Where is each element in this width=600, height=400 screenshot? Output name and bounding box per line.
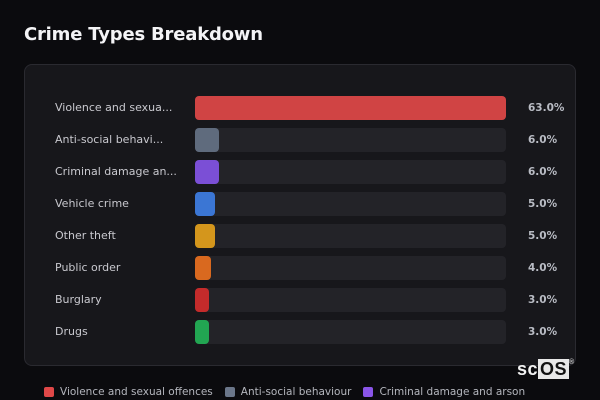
legend-swatch-icon	[363, 387, 374, 397]
bar-row: Violence and sexua... 63.0%	[25, 96, 575, 120]
bar-row: Other theft 5.0%	[25, 224, 575, 248]
watermark-sc: sc	[517, 359, 539, 379]
bar-row: Criminal damage an... 6.0%	[25, 160, 575, 184]
legend-label: Anti-social behaviour	[240, 386, 352, 398]
bar-fill[interactable]	[195, 288, 209, 312]
bar-fill[interactable]	[195, 320, 209, 344]
legend-item[interactable]: Anti-social behaviour	[224, 386, 352, 398]
bar-value: 3.0%	[528, 326, 558, 338]
page-title: Crime Types Breakdown	[24, 24, 263, 45]
bar-row: Public order 4.0%	[25, 256, 575, 280]
bar-row: Anti-social behavi... 6.0%	[25, 128, 575, 152]
bar-label: Drugs	[55, 325, 88, 338]
watermark-os: OS	[538, 359, 570, 379]
legend-swatch-icon	[44, 387, 54, 397]
legend-item[interactable]: Violence and sexual offences	[44, 386, 213, 398]
bar-label: Anti-social behavi...	[55, 133, 164, 146]
legend-label: Criminal damage and arson	[379, 386, 526, 398]
bar-track	[195, 224, 506, 248]
bar-track	[195, 256, 506, 280]
bar-track	[195, 96, 506, 120]
bar-track	[195, 160, 506, 184]
chart-card: Violence and sexua... 63.0% Anti-social be…	[24, 64, 576, 366]
bar-value: 63.0%	[528, 102, 565, 114]
bar-track	[195, 288, 506, 312]
bar-label: Vehicle crime	[55, 197, 129, 210]
bar-row: Vehicle crime 5.0%	[25, 192, 575, 216]
bar-fill[interactable]	[195, 256, 211, 280]
chart-legend: Violence and sexual offences Anti-social …	[44, 386, 537, 398]
bar-value: 4.0%	[528, 262, 558, 274]
bar-value: 5.0%	[528, 230, 558, 242]
bar-fill[interactable]	[195, 96, 506, 120]
watermark-logo: sc OS ®	[517, 359, 575, 380]
bar-label: Burglary	[55, 293, 102, 306]
bar-label: Criminal damage an...	[55, 165, 177, 178]
bar-fill[interactable]	[195, 224, 215, 248]
bar-fill[interactable]	[195, 128, 219, 152]
bar-label: Public order	[55, 261, 121, 274]
bar-label: Violence and sexua...	[55, 101, 173, 114]
bar-value: 6.0%	[528, 166, 558, 178]
bar-label: Other theft	[55, 229, 116, 242]
bar-value: 5.0%	[528, 198, 558, 210]
bar-fill[interactable]	[195, 160, 219, 184]
bar-row: Burglary 3.0%	[25, 288, 575, 312]
bar-row: Drugs 3.0%	[25, 320, 575, 344]
registered-mark: ®	[569, 359, 575, 366]
legend-swatch-icon	[224, 387, 235, 397]
bar-track	[195, 320, 506, 344]
bar-value: 3.0%	[528, 294, 558, 306]
bar-fill[interactable]	[195, 192, 215, 216]
legend-label: Violence and sexual offences	[60, 386, 213, 398]
bar-value: 6.0%	[528, 134, 558, 146]
legend-item[interactable]: Criminal damage and arson	[363, 386, 525, 398]
bar-track	[195, 192, 506, 216]
bar-track	[195, 128, 506, 152]
